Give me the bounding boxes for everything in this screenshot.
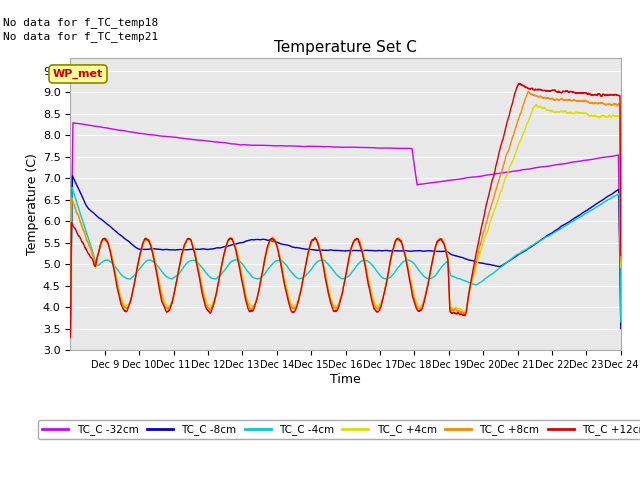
Text: WP_met: WP_met xyxy=(53,69,103,79)
Text: No data for f_TC_temp18: No data for f_TC_temp18 xyxy=(3,17,159,28)
Text: No data for f_TC_temp21: No data for f_TC_temp21 xyxy=(3,31,159,42)
Title: Temperature Set C: Temperature Set C xyxy=(274,40,417,55)
Y-axis label: Temperature (C): Temperature (C) xyxy=(26,153,39,255)
X-axis label: Time: Time xyxy=(330,373,361,386)
Legend: TC_C -32cm, TC_C -8cm, TC_C -4cm, TC_C +4cm, TC_C +8cm, TC_C +12cm: TC_C -32cm, TC_C -8cm, TC_C -4cm, TC_C +… xyxy=(38,420,640,439)
